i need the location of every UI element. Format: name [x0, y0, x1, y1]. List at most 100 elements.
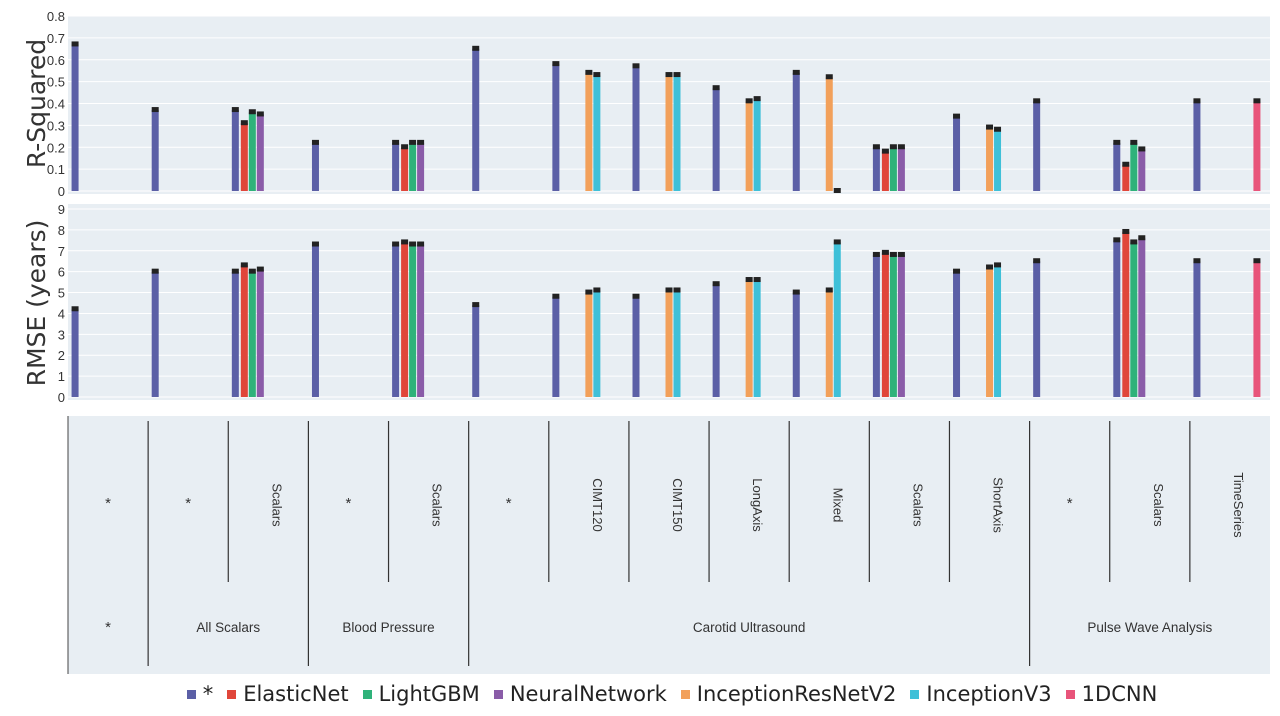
bar-inceptionresnetv2: [665, 75, 673, 191]
legend: * ElasticNet LightGBM NeuralNetwork Inceptio…: [68, 674, 1276, 714]
error-bar: [1122, 228, 1130, 234]
legend-item: NeuralNetwork: [493, 682, 667, 706]
y-tick-label: 0: [58, 184, 65, 199]
error-bar: [1122, 161, 1130, 167]
bar-elasticnet: [401, 242, 409, 397]
bar-*: [552, 296, 560, 397]
bar-*: [71, 309, 79, 397]
bar-*: [872, 147, 880, 191]
bar-lightgbm: [889, 254, 897, 397]
group-label: Blood Pressure: [342, 620, 434, 635]
error-bar: [994, 126, 1002, 132]
chart-svg: 0 0.1 0.2 0.3 0.4 0.5 0.6 0.7 0.8 R-Squared 0 1 2 3 4 5…: [22, 9, 1270, 674]
bar-inceptionv3: [833, 242, 841, 397]
bar-*: [632, 296, 640, 397]
error-bar: [986, 264, 994, 270]
error-bar: [392, 139, 400, 145]
subgroup-label: *: [1067, 495, 1073, 512]
bar-inceptionv3: [994, 265, 1002, 397]
error-bar: [1113, 139, 1121, 145]
error-bar: [712, 85, 720, 91]
error-bar: [753, 96, 761, 102]
bar-*: [311, 244, 319, 397]
error-bar: [71, 306, 79, 312]
error-bar: [401, 239, 409, 245]
error-bar: [256, 111, 264, 117]
bar-elasticnet: [240, 123, 248, 191]
bar-neuralnetwork: [256, 269, 264, 397]
legend-swatch: [227, 689, 237, 699]
y-tick-label: 5: [58, 286, 65, 301]
bar-inceptionresnetv2: [986, 267, 994, 397]
error-bar: [311, 241, 319, 247]
y-axis-label: R-Squared: [22, 39, 51, 168]
group-label: All Scalars: [196, 620, 260, 635]
bar-inceptionresnetv2: [745, 280, 753, 397]
bar-elasticnet: [881, 151, 889, 191]
legend-item: InceptionV3: [910, 682, 1052, 706]
error-bar: [833, 188, 841, 193]
bar-*: [311, 142, 319, 191]
legend-swatch: [910, 689, 920, 699]
error-bar: [872, 251, 880, 257]
bar-neuralnetwork: [897, 254, 905, 397]
error-bar: [953, 268, 961, 274]
error-bar: [151, 107, 159, 113]
error-bar: [472, 45, 480, 51]
error-bar: [256, 266, 264, 272]
bar-*: [1193, 261, 1201, 397]
error-bar: [1033, 258, 1041, 264]
error-bar: [311, 139, 319, 145]
bar-lightgbm: [889, 147, 897, 191]
bar-inceptionresnetv2: [825, 77, 833, 191]
bar-inceptionresnetv2: [585, 72, 593, 191]
y-tick-label: 0.8: [47, 9, 65, 24]
bar-lightgbm: [248, 271, 256, 397]
legend-swatch: [493, 689, 503, 699]
subgroup-label: Scalars: [430, 483, 445, 527]
bar-*: [552, 64, 560, 191]
bar-neuralnetwork: [897, 147, 905, 191]
bar-*: [392, 142, 400, 191]
y-tick-label: 9: [58, 202, 65, 217]
error-bar: [889, 144, 897, 150]
y-tick-label: 3: [58, 327, 65, 342]
error-bar: [994, 262, 1002, 268]
bar-*: [1033, 261, 1041, 397]
group-label: *: [105, 619, 111, 636]
bar-*: [231, 110, 239, 191]
bar-neuralnetwork: [1138, 149, 1146, 191]
group-label: Pulse Wave Analysis: [1087, 620, 1212, 635]
error-bar: [472, 302, 480, 308]
error-bar: [825, 287, 833, 293]
bar-1dcnn: [1253, 261, 1261, 397]
subgroup-label: CIMT120: [590, 478, 605, 531]
bar-*: [392, 244, 400, 397]
bar-neuralnetwork: [417, 142, 425, 191]
y-tick-label: 2: [58, 348, 65, 363]
bar-elasticnet: [1122, 231, 1130, 397]
y-tick-label: 7: [58, 244, 65, 259]
y-tick-label: 6: [58, 265, 65, 280]
bar-*: [472, 48, 480, 191]
error-bar: [745, 277, 753, 283]
error-bar: [673, 72, 681, 78]
y-tick-label: 0.6: [47, 53, 65, 68]
bar-inceptionresnetv2: [986, 127, 994, 191]
bar-*: [712, 88, 720, 191]
y-tick-label: 1: [58, 369, 65, 384]
legend-label: LightGBM: [378, 682, 480, 706]
error-bar: [1138, 146, 1146, 152]
error-bar: [632, 63, 640, 69]
y-tick-label: 0.4: [47, 97, 65, 112]
error-bar: [585, 289, 593, 295]
legend-label: InceptionV3: [926, 682, 1052, 706]
bar-neuralnetwork: [256, 114, 264, 191]
bar-*: [1113, 142, 1121, 191]
bar-inceptionv3: [753, 280, 761, 397]
y-tick-label: 0.2: [47, 140, 65, 155]
bar-lightgbm: [1130, 242, 1138, 397]
subgroup-label: *: [105, 495, 111, 512]
bar-1dcnn: [1253, 101, 1261, 191]
subgroup-label: TimeSeries: [1231, 472, 1246, 538]
